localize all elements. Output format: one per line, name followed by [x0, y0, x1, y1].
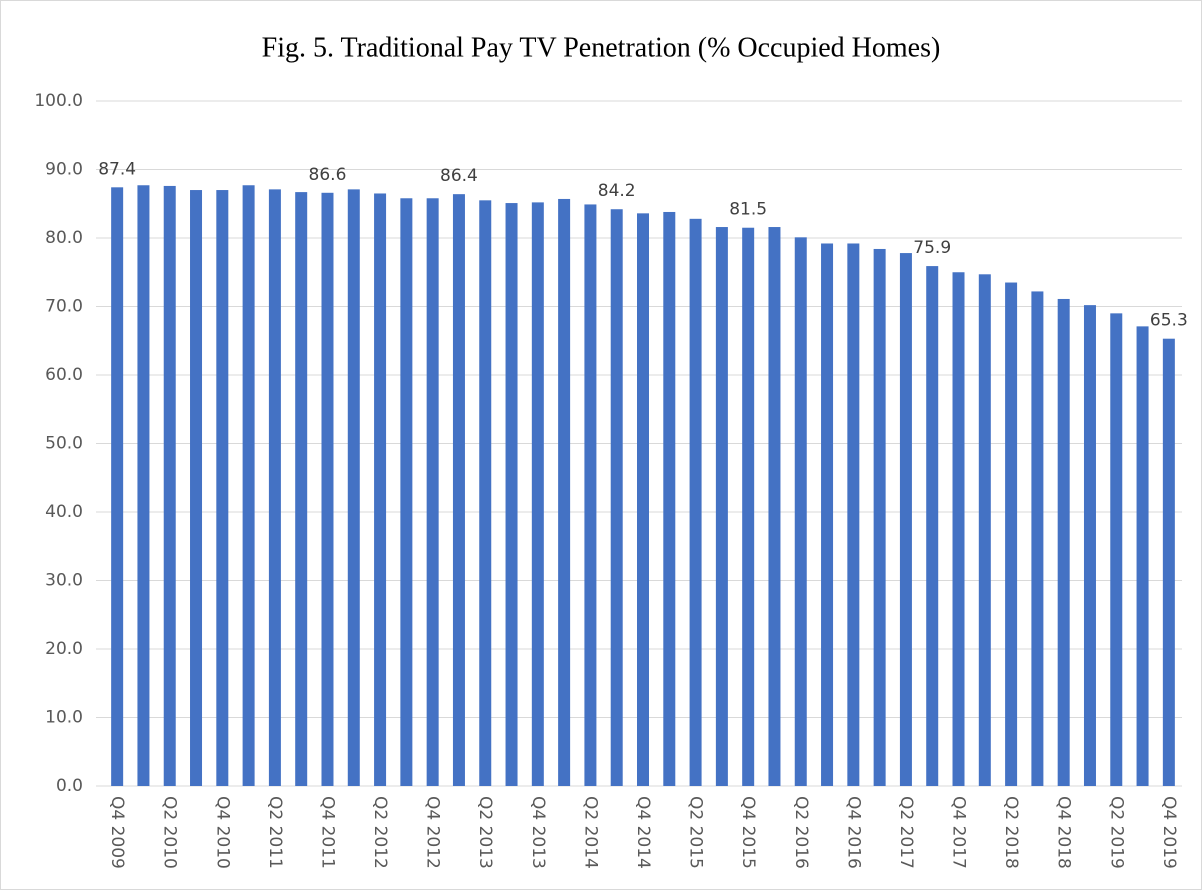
bar	[821, 243, 834, 787]
bar	[190, 190, 203, 787]
data-label: 86.6	[309, 165, 347, 185]
bar	[163, 185, 176, 786]
bar	[847, 243, 860, 787]
bar	[505, 203, 518, 786]
y-tick-label: 20.0	[45, 639, 83, 659]
data-label: 87.4	[98, 159, 136, 179]
y-tick-label: 50.0	[45, 434, 83, 454]
bar	[899, 253, 912, 786]
data-label: 65.3	[1150, 311, 1188, 331]
y-tick-label: 100.0	[34, 91, 83, 111]
x-tick-label: Q2 2012	[370, 796, 390, 869]
bar	[952, 272, 965, 786]
x-tick-label: Q4 2016	[843, 796, 863, 869]
x-tick-label: Q4 2011	[317, 796, 337, 869]
bar	[742, 227, 755, 787]
bar	[663, 211, 676, 787]
x-tick-label: Q2 2019	[1106, 796, 1126, 869]
y-tick-label: 60.0	[45, 365, 83, 385]
bar	[1005, 282, 1018, 786]
x-tick-label: Q4 2018	[1054, 796, 1074, 869]
bar	[1057, 298, 1070, 786]
bar	[479, 200, 492, 786]
bar	[1110, 313, 1123, 786]
bar	[242, 185, 255, 786]
bar	[137, 185, 150, 786]
y-tick-label: 40.0	[45, 502, 83, 522]
bar	[637, 213, 649, 787]
bar	[321, 192, 334, 787]
bar	[216, 190, 229, 787]
bar	[111, 187, 124, 786]
bar	[1136, 326, 1149, 786]
bar	[1031, 291, 1044, 786]
bar	[347, 189, 360, 787]
x-tick-label: Q4 2014	[633, 796, 653, 869]
y-tick-label: 80.0	[45, 228, 83, 248]
x-tick-label: Q2 2016	[791, 796, 811, 869]
x-tick-label: Q2 2015	[686, 796, 706, 869]
y-tick-label: 10.0	[45, 708, 83, 728]
x-tick-label: Q4 2017	[949, 796, 969, 869]
bar	[426, 198, 439, 786]
bar	[295, 192, 308, 787]
bar	[268, 189, 281, 787]
x-tick-label: Q4 2013	[528, 796, 548, 869]
x-tick-label: Q4 2015	[738, 796, 758, 869]
data-label: 86.4	[440, 166, 478, 186]
data-label: 81.5	[729, 200, 767, 220]
bar	[400, 198, 413, 786]
bar	[452, 194, 465, 786]
x-tick-label: Q4 2010	[212, 796, 232, 869]
x-tick-label: Q4 2012	[423, 796, 443, 869]
x-tick-label: Q2 2018	[1001, 796, 1021, 869]
bar	[715, 227, 728, 787]
x-tick-label: Q2 2010	[160, 796, 180, 869]
bar	[768, 227, 781, 787]
y-tick-label: 0.0	[56, 776, 83, 796]
bar	[584, 204, 597, 786]
y-tick-label: 90.0	[45, 160, 83, 180]
bar	[978, 274, 991, 786]
bar	[374, 193, 387, 787]
x-tick-label: Q4 2019	[1159, 796, 1179, 869]
bar	[926, 266, 939, 787]
bar	[794, 237, 807, 786]
bar	[1083, 305, 1096, 786]
x-tick-label: Q2 2011	[265, 796, 285, 869]
bar	[689, 218, 702, 786]
x-tick-label: Q2 2017	[896, 796, 916, 869]
bar	[558, 198, 571, 786]
data-label: 75.9	[913, 238, 951, 258]
bar	[610, 209, 623, 787]
y-tick-label: 30.0	[45, 571, 83, 591]
x-tick-label: Q2 2013	[475, 796, 495, 869]
bar	[873, 248, 886, 786]
y-tick-label: 70.0	[45, 297, 83, 317]
bar	[531, 202, 544, 786]
x-tick-label: Q4 2009	[107, 796, 127, 869]
bar	[1162, 338, 1175, 786]
data-label: 84.2	[598, 181, 636, 201]
x-tick-label: Q2 2014	[580, 796, 600, 869]
chart-title: Fig. 5. Traditional Pay TV Penetration (…	[262, 32, 941, 63]
